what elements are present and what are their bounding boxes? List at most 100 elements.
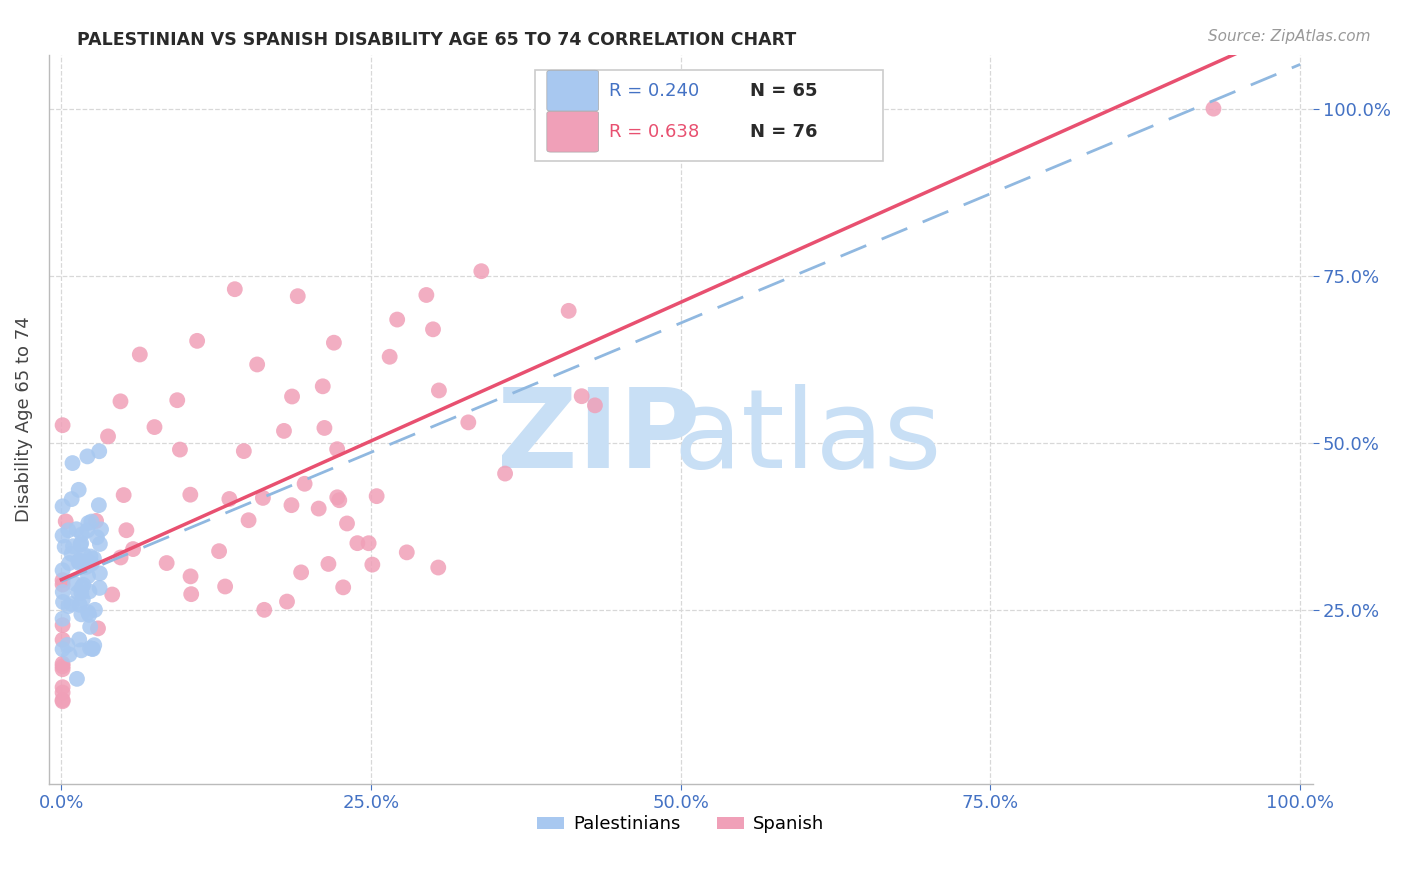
Point xyxy=(52,659,75,673)
Point xyxy=(77,605,100,619)
Point xyxy=(77,516,100,530)
Point xyxy=(494,467,516,481)
Point xyxy=(79,556,101,570)
Text: R = 0.638: R = 0.638 xyxy=(609,123,699,141)
Point xyxy=(357,536,380,550)
Point xyxy=(69,556,91,570)
Point xyxy=(180,569,202,583)
Point xyxy=(53,540,76,554)
Point xyxy=(280,498,302,512)
Point xyxy=(180,587,202,601)
Point xyxy=(281,390,304,404)
Point xyxy=(84,603,107,617)
Point xyxy=(67,632,90,647)
FancyBboxPatch shape xyxy=(547,112,599,153)
Point xyxy=(67,553,90,567)
Point xyxy=(77,569,100,583)
Point xyxy=(156,556,179,570)
Point xyxy=(87,498,110,512)
Point xyxy=(328,493,350,508)
Point xyxy=(318,557,340,571)
Point xyxy=(218,491,240,506)
Point xyxy=(208,544,231,558)
Point xyxy=(101,587,124,601)
Point xyxy=(73,548,96,562)
Point xyxy=(66,672,89,686)
Point xyxy=(52,585,75,599)
Point xyxy=(62,539,84,553)
Point xyxy=(169,442,191,457)
Point xyxy=(122,542,145,557)
Point xyxy=(52,632,75,647)
Point xyxy=(115,523,138,537)
Point xyxy=(52,693,75,707)
Point xyxy=(86,530,108,544)
Point xyxy=(252,491,274,505)
Point xyxy=(83,551,105,566)
Point xyxy=(89,581,111,595)
Point xyxy=(52,662,75,676)
Point xyxy=(290,566,312,580)
Point xyxy=(87,621,110,635)
Point xyxy=(72,578,94,592)
Point xyxy=(273,424,295,438)
Point xyxy=(60,491,83,506)
Point xyxy=(1202,102,1225,116)
Point xyxy=(110,550,132,565)
Point xyxy=(557,303,579,318)
Point xyxy=(67,483,90,497)
Point xyxy=(238,513,260,527)
Point xyxy=(58,556,80,570)
Point xyxy=(89,537,111,551)
Point xyxy=(470,264,492,278)
Point xyxy=(79,620,101,634)
Point xyxy=(52,418,75,433)
Point xyxy=(97,429,120,443)
Point xyxy=(232,444,254,458)
Point xyxy=(366,489,388,503)
Text: R = 0.240: R = 0.240 xyxy=(609,82,699,100)
Point xyxy=(67,554,90,568)
Point xyxy=(52,563,75,577)
Point xyxy=(82,642,104,657)
Point xyxy=(415,288,437,302)
Point xyxy=(52,657,75,671)
Point xyxy=(80,557,103,571)
Point xyxy=(52,680,75,694)
Text: N = 65: N = 65 xyxy=(751,82,818,100)
Point xyxy=(52,573,75,587)
Point xyxy=(166,393,188,408)
FancyBboxPatch shape xyxy=(536,70,883,161)
Point xyxy=(84,514,107,528)
Point xyxy=(65,522,87,536)
Point xyxy=(77,558,100,573)
Point xyxy=(79,549,101,564)
Point xyxy=(76,450,98,464)
Point xyxy=(395,545,418,559)
Point xyxy=(336,516,359,531)
Point xyxy=(143,420,166,434)
Point xyxy=(110,394,132,409)
Point xyxy=(52,577,75,591)
Point xyxy=(70,536,93,550)
Point xyxy=(89,444,111,458)
Point xyxy=(58,599,80,613)
Point xyxy=(312,379,335,393)
Point xyxy=(314,421,336,435)
Point xyxy=(63,576,86,591)
Point xyxy=(326,490,349,504)
Point xyxy=(224,282,246,296)
Point xyxy=(89,566,111,581)
Point xyxy=(294,476,316,491)
Point xyxy=(75,560,97,574)
Point xyxy=(52,528,75,542)
Point xyxy=(128,347,150,361)
Point xyxy=(308,501,330,516)
Point xyxy=(385,312,408,326)
FancyBboxPatch shape xyxy=(547,70,599,112)
Point xyxy=(246,358,269,372)
Point xyxy=(332,580,354,594)
Point xyxy=(52,618,75,632)
Point xyxy=(326,442,349,457)
Point xyxy=(427,560,450,574)
